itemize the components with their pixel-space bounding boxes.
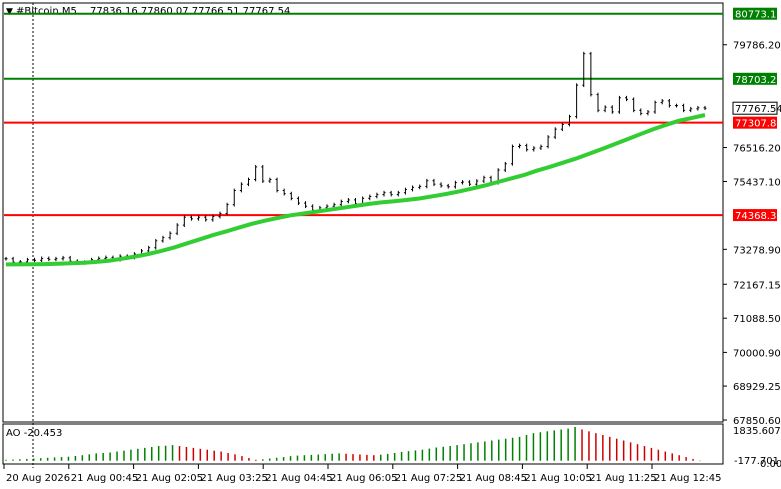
time-tick-label: 21 Aug 11:25 xyxy=(589,473,656,484)
price-axis: 79786.20 76516.20 75437.10 73278.90 72167.15… xyxy=(723,41,781,427)
time-tick-label: 21 Aug 10:05 xyxy=(524,473,591,484)
price-tick-label: 71088.50 xyxy=(733,314,781,325)
main-panel xyxy=(2,2,724,423)
time-tick-label: 21 Aug 06:05 xyxy=(330,473,397,484)
level-price-label: 74368.31 xyxy=(735,211,781,222)
ao-min-label: -177.701 xyxy=(734,456,779,467)
time-tick-label: 21 Aug 00:45 xyxy=(71,473,138,484)
ohlc-readout: 77836.16 77860.07 77766.51 77767.54 xyxy=(90,6,290,17)
time-tick-label: 21 Aug 07:25 xyxy=(395,473,462,484)
price-tick-label: 72167.15 xyxy=(733,280,781,291)
price-tick-label: 73278.90 xyxy=(733,245,781,256)
current-price-tag xyxy=(732,101,778,115)
level-price-label: 78703.22 xyxy=(735,75,781,86)
current-price-label: 77767.54 xyxy=(735,104,781,115)
level-price-label: 80773.15 xyxy=(735,10,781,21)
time-tick-label: 21 Aug 12:45 xyxy=(654,473,721,484)
level-price-tag xyxy=(733,116,777,129)
price-tick-label: 70000.90 xyxy=(733,348,781,359)
level-price-tag xyxy=(733,209,777,222)
ao-label: AO -20.453 xyxy=(6,428,62,439)
price-tick-label: 75437.10 xyxy=(733,177,781,188)
level-price-tag xyxy=(733,7,777,20)
price-tick-label: 67850.60 xyxy=(733,416,781,427)
time-tick-label: 21 Aug 02:05 xyxy=(136,473,203,484)
chart-title-icon: ▼ xyxy=(6,7,13,17)
level-price-tag xyxy=(733,72,777,85)
price-tick-label: 79786.20 xyxy=(733,41,781,52)
price-levels: 80773.15 78703.22 77307.84 74368.31 77767.54 xyxy=(4,7,781,222)
ao-zero-label: 0.00 xyxy=(760,459,781,470)
time-tick-label: 21 Aug 04:45 xyxy=(265,473,332,484)
price-tick-label: 68929.25 xyxy=(733,382,781,393)
level-price-label: 77307.84 xyxy=(735,119,781,130)
symbol-label: #Bitcoin,M5 xyxy=(16,6,77,17)
price-tick-label: 76516.20 xyxy=(733,144,781,155)
moving-average xyxy=(6,113,706,267)
time-tick-label: 20 Aug 2026 xyxy=(6,473,70,484)
ao-panel xyxy=(2,423,724,465)
ma-line xyxy=(6,113,706,267)
ao-max-label: 1835.607 xyxy=(733,426,781,437)
time-tick-label: 21 Aug 08:45 xyxy=(460,473,527,484)
ao-histogram xyxy=(5,427,701,462)
time-tick-label: 21 Aug 03:25 xyxy=(200,473,267,484)
